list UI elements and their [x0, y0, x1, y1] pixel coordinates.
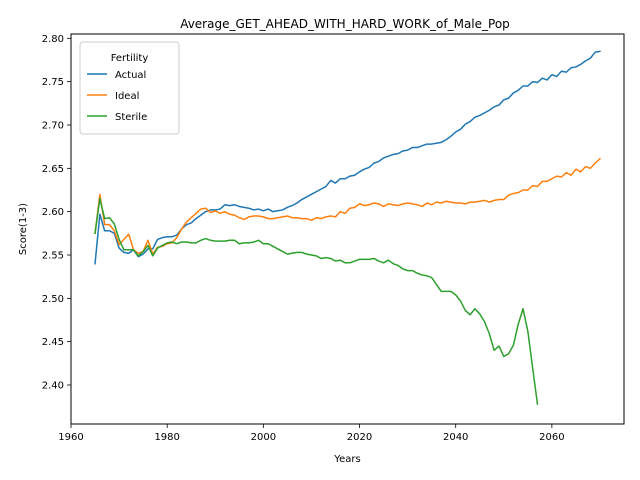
- x-tick-label: 2020: [347, 432, 372, 443]
- legend-label-actual: Actual: [115, 70, 146, 81]
- chart-title: Average_GET_AHEAD_WITH_HARD_WORK_of_Male…: [180, 17, 510, 31]
- x-tick-label: 1980: [154, 432, 179, 443]
- y-tick-label: 2.65: [42, 164, 64, 175]
- legend: Fertility Actual Ideal Sterile: [80, 42, 179, 134]
- legend-label-ideal: Ideal: [115, 91, 139, 102]
- y-tick-label: 2.55: [42, 251, 64, 262]
- y-axis-label: Score(1-3): [18, 203, 29, 255]
- y-tick-label: 2.45: [42, 337, 64, 348]
- legend-title: Fertility: [111, 53, 149, 64]
- y-tick-label: 2.40: [42, 381, 64, 392]
- x-tick-label: 2040: [443, 432, 468, 443]
- y-tick-label: 2.80: [42, 34, 64, 45]
- y-tick-label: 2.50: [42, 294, 64, 305]
- x-tick-label: 2000: [251, 432, 276, 443]
- y-tick-label: 2.60: [42, 207, 64, 218]
- y-tick-label: 2.75: [42, 77, 64, 88]
- x-axis-label: Years: [333, 454, 360, 465]
- legend-label-sterile: Sterile: [115, 112, 147, 123]
- x-tick-label: 1960: [58, 432, 83, 443]
- y-tick-label: 2.70: [42, 121, 64, 132]
- x-tick-label: 2060: [539, 432, 564, 443]
